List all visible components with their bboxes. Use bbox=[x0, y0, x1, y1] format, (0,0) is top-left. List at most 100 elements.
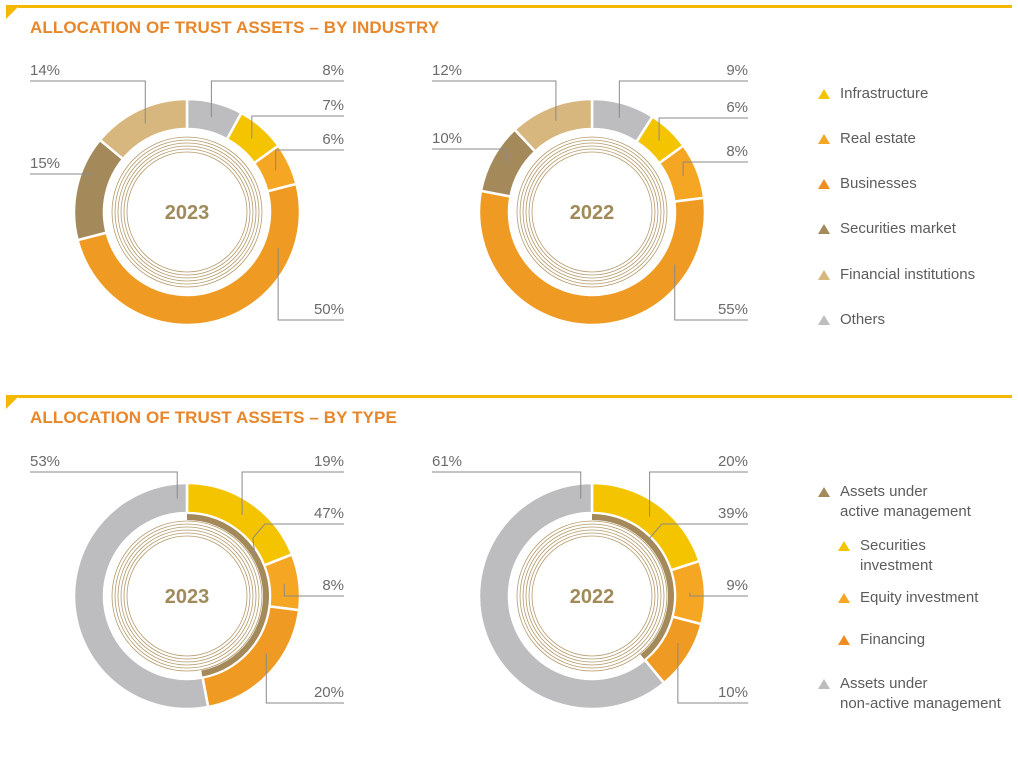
triangle-marker-icon bbox=[818, 315, 830, 325]
leader-line bbox=[658, 117, 748, 141]
center-year-label: 2022 bbox=[570, 586, 615, 608]
triangle-marker-icon bbox=[818, 89, 830, 99]
decorative-ring bbox=[516, 136, 668, 288]
slice-businesses bbox=[76, 182, 302, 327]
decorative-ring bbox=[117, 142, 257, 282]
legend-label: Financial institutions bbox=[840, 266, 976, 283]
slice-businesses bbox=[477, 189, 707, 327]
legend-label: Infrastructure bbox=[840, 85, 929, 102]
legend-label: Financing bbox=[860, 631, 926, 648]
leader-line bbox=[252, 523, 344, 556]
leader-line bbox=[689, 592, 748, 597]
data-label: 55% bbox=[718, 301, 748, 318]
section-title: ALLOCATION OF TRUST ASSETS – BY TYPE bbox=[30, 408, 397, 427]
data-label: 8% bbox=[322, 577, 344, 594]
data-label: 7% bbox=[322, 97, 344, 114]
leader-line bbox=[30, 80, 146, 124]
leader-line bbox=[674, 264, 748, 321]
decorative-ring bbox=[522, 526, 662, 666]
legend-label: Real estate bbox=[840, 130, 916, 147]
leader-line bbox=[251, 115, 344, 139]
data-label: 9% bbox=[726, 62, 748, 79]
data-label: 10% bbox=[718, 684, 748, 701]
leader-line bbox=[210, 80, 344, 118]
triangle-marker-icon bbox=[818, 679, 830, 689]
legend-label: Businesses bbox=[840, 175, 917, 192]
data-label: 12% bbox=[432, 62, 462, 79]
triangle-marker-icon bbox=[818, 134, 830, 144]
triangle-marker-icon bbox=[818, 270, 830, 280]
section-top-rule bbox=[18, 5, 1012, 8]
leader-line bbox=[432, 80, 557, 121]
slice-assets-under-non-active-management bbox=[477, 481, 666, 711]
slice-assets-under-non-active-management bbox=[72, 481, 210, 711]
legend-label: Securities market bbox=[840, 220, 956, 237]
legend-label: Others bbox=[840, 311, 886, 328]
leader-line bbox=[649, 471, 748, 517]
data-label: 6% bbox=[726, 99, 748, 116]
section-corner-marker bbox=[6, 395, 20, 409]
leader-line bbox=[618, 80, 748, 118]
data-label: 39% bbox=[718, 505, 748, 522]
decorative-ring bbox=[528, 532, 656, 660]
legend-label: Equity investment bbox=[860, 589, 979, 606]
industry-legend: Infrastructure Real estate Businesses Secur… bbox=[812, 80, 1012, 340]
data-label: 10% bbox=[432, 130, 462, 147]
data-label: 61% bbox=[432, 453, 462, 470]
decorative-ring bbox=[114, 139, 260, 285]
leader-line bbox=[277, 248, 344, 321]
legend-label: Securities investment bbox=[860, 537, 933, 574]
leader-line bbox=[241, 471, 344, 515]
decorative-ring bbox=[516, 520, 668, 672]
type-legend: Assets under active management Securities i… bbox=[812, 478, 1018, 728]
data-label: 15% bbox=[30, 155, 60, 172]
decorative-ring bbox=[126, 535, 248, 657]
triangle-marker-icon bbox=[818, 179, 830, 189]
data-label: 9% bbox=[726, 577, 748, 594]
decorative-ring bbox=[111, 136, 263, 288]
data-label: 14% bbox=[30, 62, 60, 79]
leader-line bbox=[275, 149, 344, 171]
slice-equity-investment bbox=[669, 559, 707, 626]
data-label: 8% bbox=[726, 143, 748, 160]
leader-line bbox=[283, 583, 344, 597]
triangle-marker-icon bbox=[838, 635, 850, 645]
leader-line bbox=[265, 653, 344, 704]
decorative-ring bbox=[111, 520, 263, 672]
decorative-ring bbox=[120, 145, 254, 279]
legend-label: Assets under non-active management bbox=[840, 675, 1001, 712]
leader-line bbox=[677, 643, 748, 704]
decorative-ring bbox=[126, 151, 248, 273]
decorative-ring bbox=[525, 529, 659, 663]
decorative-ring bbox=[123, 148, 251, 276]
center-year-label: 2023 bbox=[165, 202, 210, 224]
data-label: 19% bbox=[314, 453, 344, 470]
data-label: 20% bbox=[718, 453, 748, 470]
slice-financial-institutions bbox=[98, 97, 189, 161]
data-label: 6% bbox=[322, 131, 344, 148]
decorative-ring bbox=[120, 529, 254, 663]
decorative-ring bbox=[525, 145, 659, 279]
decorative-ring bbox=[522, 142, 662, 282]
leader-line bbox=[682, 161, 748, 176]
data-label: 53% bbox=[30, 453, 60, 470]
leader-line bbox=[432, 148, 507, 165]
data-label: 20% bbox=[314, 684, 344, 701]
leader-line bbox=[649, 523, 748, 545]
center-year-label: 2023 bbox=[165, 586, 210, 608]
data-label: 47% bbox=[314, 505, 344, 522]
triangle-marker-icon bbox=[818, 224, 830, 234]
decorative-ring bbox=[531, 535, 653, 657]
center-year-label: 2022 bbox=[570, 202, 615, 224]
section-top-rule bbox=[18, 395, 1012, 398]
decorative-ring bbox=[531, 151, 653, 273]
triangle-marker-icon bbox=[838, 593, 850, 603]
decorative-ring bbox=[519, 523, 665, 669]
data-label: 50% bbox=[314, 301, 344, 318]
decorative-ring bbox=[117, 526, 257, 666]
decorative-ring bbox=[528, 148, 656, 276]
